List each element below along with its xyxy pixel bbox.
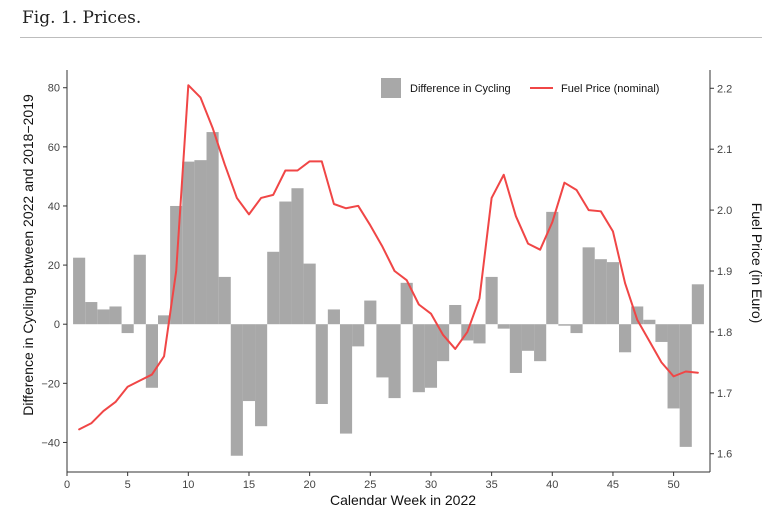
y-tick-label-60: 60 [48,142,60,154]
bar-week-25 [364,300,377,325]
caption-divider [20,37,762,38]
bar-week-7 [145,324,158,388]
bar-week-50 [667,324,680,409]
legend: Difference in Cycling Fuel Price (nomina… [381,78,659,98]
x-axis-title: Calendar Week in 2022 [330,492,476,508]
bar-week-23 [339,324,353,434]
bar-week-11 [194,160,207,325]
y-ticks-right: 1.6 1.7 1.8 1.9 2.0 2.1 2.2 [710,83,732,461]
bar-week-4 [109,306,122,325]
bar-week-51 [679,324,692,447]
bar-week-31 [437,324,450,362]
x-tick-label-35: 35 [485,479,497,491]
bar-week-19 [291,188,304,325]
x-tick-label-15: 15 [243,479,255,491]
bar-week-46 [619,324,632,353]
y-tick-label-80: 80 [48,83,60,95]
bar-week-38 [521,324,535,351]
bar-series [73,132,704,456]
x-tick-label-25: 25 [364,479,376,491]
bar-week-27 [388,324,401,399]
y-tick-label-0: 0 [54,319,60,331]
bar-week-24 [352,324,365,347]
bar-week-21 [315,324,328,405]
y2-tick-label-1.6: 1.6 [717,449,732,461]
y-tick-label-20: 20 [48,260,60,272]
bar-week-5 [121,324,134,334]
bar-week-12 [206,132,219,325]
bar-week-45 [606,262,620,325]
x-tick-label-0: 0 [64,479,70,491]
y-tick-label--20: −20 [41,378,60,390]
bar-week-37 [509,324,522,373]
x-tick-label-45: 45 [607,479,619,491]
bar-week-17 [267,251,280,325]
y-tick-label-40: 40 [48,201,60,213]
x-tick-label-40: 40 [546,479,558,491]
y2-tick-label-1.7: 1.7 [717,388,732,400]
y2-tick-label-1.8: 1.8 [717,327,732,339]
bar-week-8 [157,315,171,325]
bar-week-52 [691,284,704,325]
bar-week-20 [303,263,316,325]
fuel-price-line [78,84,699,431]
bar-week-29 [412,324,425,393]
bar-week-34 [473,324,486,344]
bar-week-49 [655,324,668,342]
legend-label-line: Fuel Price (nominal) [561,83,659,95]
y2-tick-label-2.1: 2.1 [717,144,732,156]
bar-week-3 [97,309,110,325]
y2-tick-label-2: 2.0 [717,205,732,217]
y2-axis-title: Fuel Price (in Euro) [749,203,765,324]
bar-week-41 [558,324,571,326]
bar-week-35 [485,276,498,325]
y-axis-title: Difference in Cycling between 2022 and 2… [20,94,36,416]
bar-week-32 [449,304,462,325]
y2-tick-label-1.9: 1.9 [717,266,732,278]
x-tick-label-5: 5 [125,479,131,491]
bar-week-39 [534,324,547,362]
x-tick-label-20: 20 [304,479,316,491]
x-tick-label-50: 50 [667,479,679,491]
bar-week-16 [255,324,268,427]
bar-week-22 [327,309,340,325]
x-tick-label-10: 10 [182,479,194,491]
legend-swatch-bars [381,78,401,98]
y-ticks-left: −40 −20 0 20 40 60 80 [41,83,67,449]
bar-week-48 [643,319,656,325]
bar-week-40 [546,211,559,325]
y2-tick-label-2.2: 2.2 [717,83,732,95]
bar-week-42 [570,324,583,334]
x-ticks: 0 5 10 15 20 25 30 35 40 45 50 [64,472,680,491]
legend-label-bars: Difference in Cycling [410,83,511,95]
bar-week-15 [242,324,256,402]
bar-week-18 [279,201,292,325]
y-tick-label--40: −40 [41,437,60,449]
bar-week-6 [133,254,146,325]
bar-week-14 [230,324,243,456]
bar-week-44 [594,259,607,325]
bar-week-28 [400,282,413,325]
bar-week-13 [218,276,231,325]
bar-week-36 [497,324,510,329]
bar-week-26 [376,324,389,378]
bar-week-1 [73,257,86,325]
bar-week-10 [182,161,195,325]
bar-week-43 [582,247,595,325]
x-tick-label-30: 30 [425,479,437,491]
bar-week-2 [85,302,98,325]
bar-week-30 [424,324,438,388]
figure-caption: Fig. 1. Prices. [22,8,142,28]
